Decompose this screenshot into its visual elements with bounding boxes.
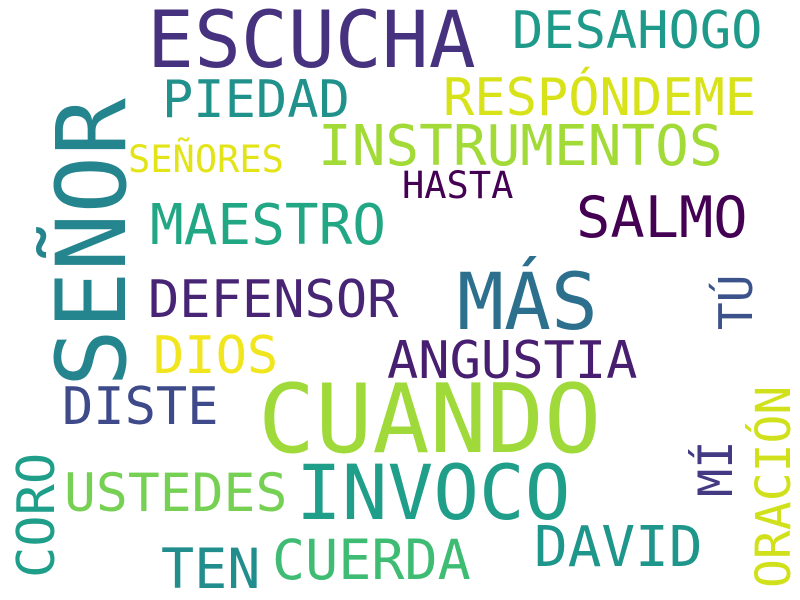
word-hasta: HASTA (402, 164, 514, 207)
word-dios: DIOS (153, 326, 279, 386)
word-cuerda: CUERDA (272, 528, 471, 592)
word-desahogo: DESAHOGO (512, 1, 763, 61)
word-ustedes: USTEDES (64, 463, 288, 524)
word-senor: SEÑOR (36, 98, 148, 387)
word-diste: DISTE (62, 377, 219, 437)
word-mi: MÍ (689, 440, 744, 497)
word-piedad: PIEDAD (162, 70, 350, 130)
word-oracion: ORACIÓN (746, 385, 800, 588)
word-angustia: ANGUSTIA (387, 331, 638, 391)
word-escucha: ESCUCHA (147, 0, 476, 86)
word-senores: SEÑORES (128, 138, 284, 181)
word-respondeme: RESPÓNDEME (443, 68, 757, 128)
word-invoco: INVOCO (296, 448, 571, 537)
word-instrumentos: INSTRUMENTOS (318, 114, 723, 179)
word-mas: MÁS (457, 258, 598, 348)
word-defensor: DEFENSOR (148, 270, 399, 330)
word-ten: TEN (161, 537, 261, 600)
word-salmo: SALMO (576, 185, 748, 251)
word-tu: TÚ (709, 274, 763, 330)
word-david: DAVID (534, 515, 703, 580)
word-maestro: MAESTRO (150, 193, 387, 258)
word-cuando: CUANDO (258, 365, 602, 475)
word-coro: CORO (7, 452, 67, 578)
